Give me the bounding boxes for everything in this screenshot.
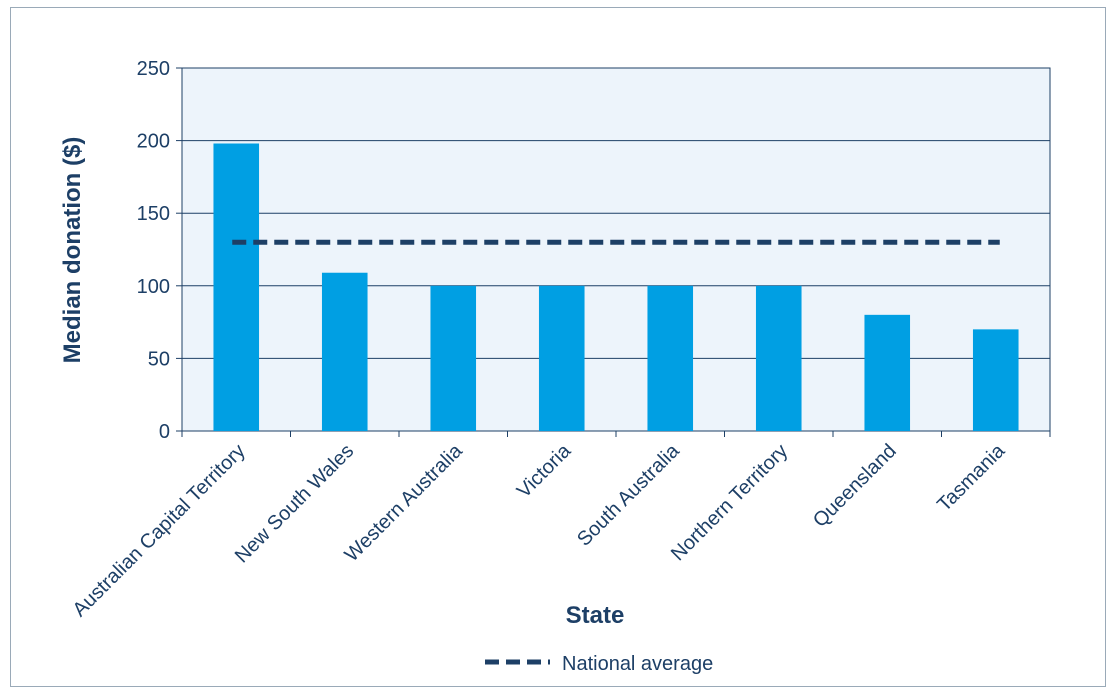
y-tick-label: 100 xyxy=(137,276,170,298)
x-tick-label: Victoria xyxy=(513,439,576,502)
y-tick-label: 50 xyxy=(148,348,170,370)
bar xyxy=(972,329,1019,431)
bars xyxy=(213,143,1019,431)
bar xyxy=(213,143,260,431)
y-tick-label: 0 xyxy=(159,421,170,443)
y-tick-label: 150 xyxy=(137,203,170,225)
x-tick-label: Western Australia xyxy=(341,439,468,566)
y-tick-label: 250 xyxy=(137,58,170,80)
x-axis-title: State xyxy=(566,602,625,629)
x-tick-label: New South Wales xyxy=(231,440,358,567)
bar xyxy=(430,285,477,431)
legend: National average xyxy=(485,653,713,675)
x-tick-label: Australian Capital Territory xyxy=(69,440,250,621)
bar xyxy=(321,272,368,431)
y-axis-ticks: 0 50 100 150 200 250 xyxy=(137,58,182,443)
x-tick-label: Queensland xyxy=(809,440,901,532)
y-tick-label: 200 xyxy=(137,131,170,153)
x-tick-label: Northern Territory xyxy=(667,440,792,565)
bar xyxy=(647,285,694,431)
x-tick-label: South Australia xyxy=(573,439,684,550)
bar xyxy=(864,314,911,431)
legend-label: National average xyxy=(562,653,713,675)
y-axis-title: Median donation ($) xyxy=(59,137,86,364)
bar xyxy=(755,285,802,431)
x-tick-label: Tasmania xyxy=(933,439,1010,516)
plot-area xyxy=(181,67,1051,432)
bar xyxy=(538,285,585,431)
